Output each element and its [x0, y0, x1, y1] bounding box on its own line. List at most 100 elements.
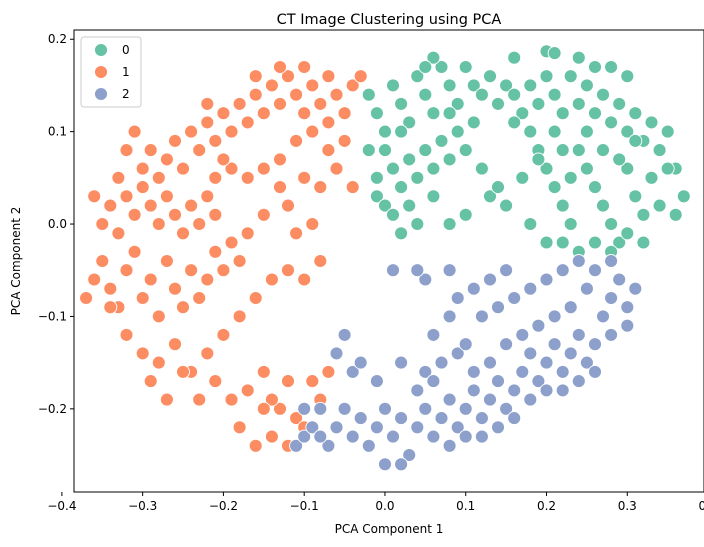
point-cluster-2	[523, 346, 538, 361]
point-cluster-0	[442, 152, 457, 167]
point-cluster-0	[386, 161, 400, 176]
point-cluster-0	[410, 170, 425, 185]
point-cluster-0	[402, 152, 417, 167]
point-cluster-0	[386, 78, 400, 93]
point-cluster-1	[151, 355, 166, 370]
point-cluster-0	[636, 207, 651, 222]
point-cluster-0	[394, 180, 409, 195]
point-cluster-1	[159, 189, 174, 204]
point-cluster-0	[499, 198, 514, 213]
point-cluster-2	[579, 355, 594, 370]
point-cluster-0	[531, 152, 546, 167]
point-cluster-2	[620, 300, 635, 315]
legend-marker-0	[94, 43, 108, 57]
point-cluster-2	[410, 383, 425, 398]
point-cluster-0	[491, 96, 505, 111]
point-cluster-2	[426, 327, 441, 342]
point-cluster-1	[159, 392, 174, 407]
point-cluster-2	[588, 364, 602, 379]
point-cluster-2	[628, 281, 643, 296]
point-cluster-0	[410, 217, 425, 231]
point-cluster-1	[248, 69, 263, 84]
point-cluster-2	[450, 291, 465, 305]
point-cluster-2	[321, 438, 336, 453]
point-cluster-0	[523, 124, 538, 139]
point-cluster-0	[652, 198, 667, 213]
point-cluster-2	[361, 438, 376, 453]
point-cluster-1	[216, 263, 231, 278]
point-cluster-0	[410, 69, 425, 84]
point-cluster-0	[579, 78, 594, 93]
point-cluster-1	[176, 161, 190, 176]
point-cluster-2	[523, 392, 538, 407]
point-cluster-2	[410, 420, 425, 435]
point-cluster-1	[103, 300, 118, 315]
point-cluster-2	[313, 429, 328, 444]
point-cluster-0	[547, 46, 562, 61]
point-cluster-0	[442, 217, 457, 231]
point-cluster-1	[256, 207, 271, 222]
point-cluster-1	[208, 374, 223, 389]
point-cluster-1	[95, 254, 110, 268]
point-cluster-1	[168, 281, 182, 296]
point-cluster-0	[660, 124, 675, 139]
point-cluster-1	[224, 161, 239, 176]
point-cluster-2	[571, 254, 586, 268]
point-cluster-0	[450, 96, 465, 111]
x-tick-label: −0.1	[290, 499, 319, 513]
point-cluster-1	[232, 420, 247, 435]
point-cluster-2	[345, 364, 360, 379]
point-cluster-2	[418, 364, 433, 379]
point-cluster-2	[474, 309, 489, 324]
point-cluster-2	[353, 411, 368, 426]
point-cluster-0	[612, 235, 627, 250]
point-cluster-0	[450, 124, 465, 139]
point-cluster-2	[531, 318, 546, 333]
point-cluster-2	[612, 272, 627, 287]
point-cluster-1	[200, 346, 215, 361]
point-cluster-0	[442, 78, 457, 93]
x-tick-label: 0.1	[456, 499, 475, 513]
point-cluster-1	[240, 383, 255, 398]
point-cluster-0	[418, 87, 433, 102]
point-cluster-1	[256, 106, 271, 121]
point-cluster-1	[135, 161, 150, 176]
point-cluster-0	[620, 161, 635, 176]
point-cluster-1	[232, 254, 247, 268]
point-cluster-1	[321, 69, 336, 84]
point-cluster-1	[248, 438, 263, 453]
point-cluster-2	[394, 355, 409, 370]
point-cluster-0	[458, 60, 473, 74]
point-cluster-1	[79, 291, 94, 305]
point-cluster-1	[95, 217, 110, 231]
point-cluster-0	[418, 60, 433, 74]
point-cluster-2	[289, 438, 304, 453]
point-cluster-0	[547, 87, 562, 102]
x-tick-label: 0.4	[698, 499, 704, 513]
point-cluster-0	[434, 60, 449, 74]
point-cluster-0	[628, 133, 643, 148]
point-cluster-0	[563, 170, 578, 185]
point-cluster-2	[337, 327, 352, 342]
point-cluster-0	[620, 124, 635, 139]
point-cluster-0	[579, 124, 594, 139]
point-cluster-2	[458, 337, 473, 352]
point-cluster-1	[192, 217, 207, 231]
point-cluster-1	[135, 180, 150, 195]
point-cluster-0	[515, 170, 530, 185]
point-cluster-1	[313, 254, 328, 268]
point-cluster-2	[604, 327, 619, 342]
point-cluster-0	[612, 152, 627, 167]
point-cluster-1	[321, 115, 336, 130]
point-cluster-2	[450, 346, 465, 361]
point-cluster-1	[151, 217, 166, 231]
point-cluster-1	[119, 143, 134, 158]
point-cluster-1	[176, 226, 190, 241]
point-cluster-1	[159, 152, 174, 167]
point-cluster-0	[394, 124, 409, 139]
point-cluster-0	[555, 106, 570, 121]
point-cluster-1	[119, 189, 134, 204]
x-axis-ticks: −0.4 −0.3 −0.2 −0.1 0.0 0.1 0.2 0.3 0.4	[47, 492, 704, 513]
point-cluster-2	[394, 457, 409, 472]
point-cluster-1	[240, 115, 255, 130]
